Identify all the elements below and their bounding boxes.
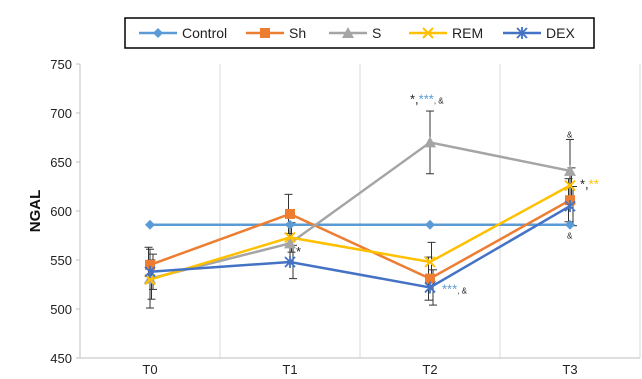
legend-label: S: [372, 25, 381, 41]
legend-label: REM: [452, 25, 483, 41]
annotation-part: ***: [419, 91, 434, 106]
significance-annotation: *: [296, 244, 301, 259]
x-tick-label: T3: [562, 362, 577, 377]
data-point: [285, 219, 295, 230]
annotation-part: **: [589, 177, 599, 192]
legend-item-s: S: [329, 25, 381, 41]
data-point: [144, 272, 156, 284]
y-tick-label: 500: [50, 302, 72, 317]
significance-annotation: &: [567, 232, 573, 241]
legend-swatch-marker: [342, 27, 354, 38]
data-point: [425, 219, 435, 230]
series-rem: [144, 179, 576, 286]
series-line: [149, 184, 571, 281]
annotation-part: *,: [410, 91, 419, 106]
data-point: [424, 281, 436, 294]
legend: Control Sh S REM DEX: [124, 17, 595, 49]
y-tick-label: 750: [50, 57, 72, 72]
gridlines: [219, 64, 641, 358]
series-line: [149, 141, 571, 280]
series-s: [144, 136, 576, 284]
data-point: [284, 237, 296, 249]
data-point: [144, 265, 156, 278]
x-tick-label: T1: [282, 362, 297, 377]
data-point: [565, 219, 575, 230]
y-tick-label: 450: [50, 351, 72, 366]
x-tick-label: T2: [422, 362, 437, 377]
legend-swatch-marker: [153, 28, 163, 38]
significance-annotation: *,**: [580, 177, 599, 192]
data-point: [564, 200, 576, 213]
annotation-part: , &: [434, 96, 444, 105]
significance-annotation: *,***, &: [410, 91, 444, 106]
data-point: [285, 208, 295, 219]
x-tick-label: T0: [142, 362, 157, 377]
legend-item-control: Control: [139, 25, 227, 41]
legend-item-rem: REM: [409, 25, 483, 41]
data-point: [145, 219, 155, 230]
significance-annotation: ***, &: [442, 281, 468, 296]
annotation-part: *,: [580, 177, 589, 192]
legend-swatch-marker: [260, 28, 270, 38]
legend-item-sh: Sh: [246, 25, 306, 41]
series-line: [149, 199, 571, 281]
axes: 450 500 550 600 650 700 750 T0 T1 T2 T3 NGAL: [27, 57, 640, 377]
legend-label: Control: [182, 25, 227, 41]
data-point: [284, 231, 296, 244]
legend-swatch-marker: [516, 27, 528, 39]
series-dex: [144, 200, 576, 294]
data-point: [564, 164, 576, 176]
data-point: [424, 256, 436, 268]
data-point: [284, 255, 296, 268]
legend-label: DEX: [546, 25, 575, 41]
annotation-part: , &: [457, 286, 467, 295]
annotation-part: &: [567, 131, 573, 140]
y-axis-title: NGAL: [27, 190, 44, 233]
annotation-part: &: [567, 232, 573, 241]
data-point: [564, 179, 576, 192]
series-line: [149, 205, 571, 289]
y-tick-label: 700: [50, 106, 72, 121]
legend-swatch-marker: [422, 27, 434, 39]
data-point: [145, 259, 155, 270]
significance-annotations: **,***, &***, &*,**&&: [296, 91, 599, 296]
significance-annotation: &: [567, 131, 573, 140]
y-tick-label: 550: [50, 253, 72, 268]
data-point: [425, 273, 435, 284]
y-tick-label: 600: [50, 204, 72, 219]
annotation-part: *: [296, 244, 301, 259]
legend-item-dex: DEX: [503, 25, 575, 41]
series-lines: [144, 110, 577, 309]
legend-label: Sh: [289, 25, 306, 41]
y-tick-label: 650: [50, 155, 72, 170]
annotation-part: ***: [442, 281, 457, 296]
data-point: [424, 136, 436, 148]
